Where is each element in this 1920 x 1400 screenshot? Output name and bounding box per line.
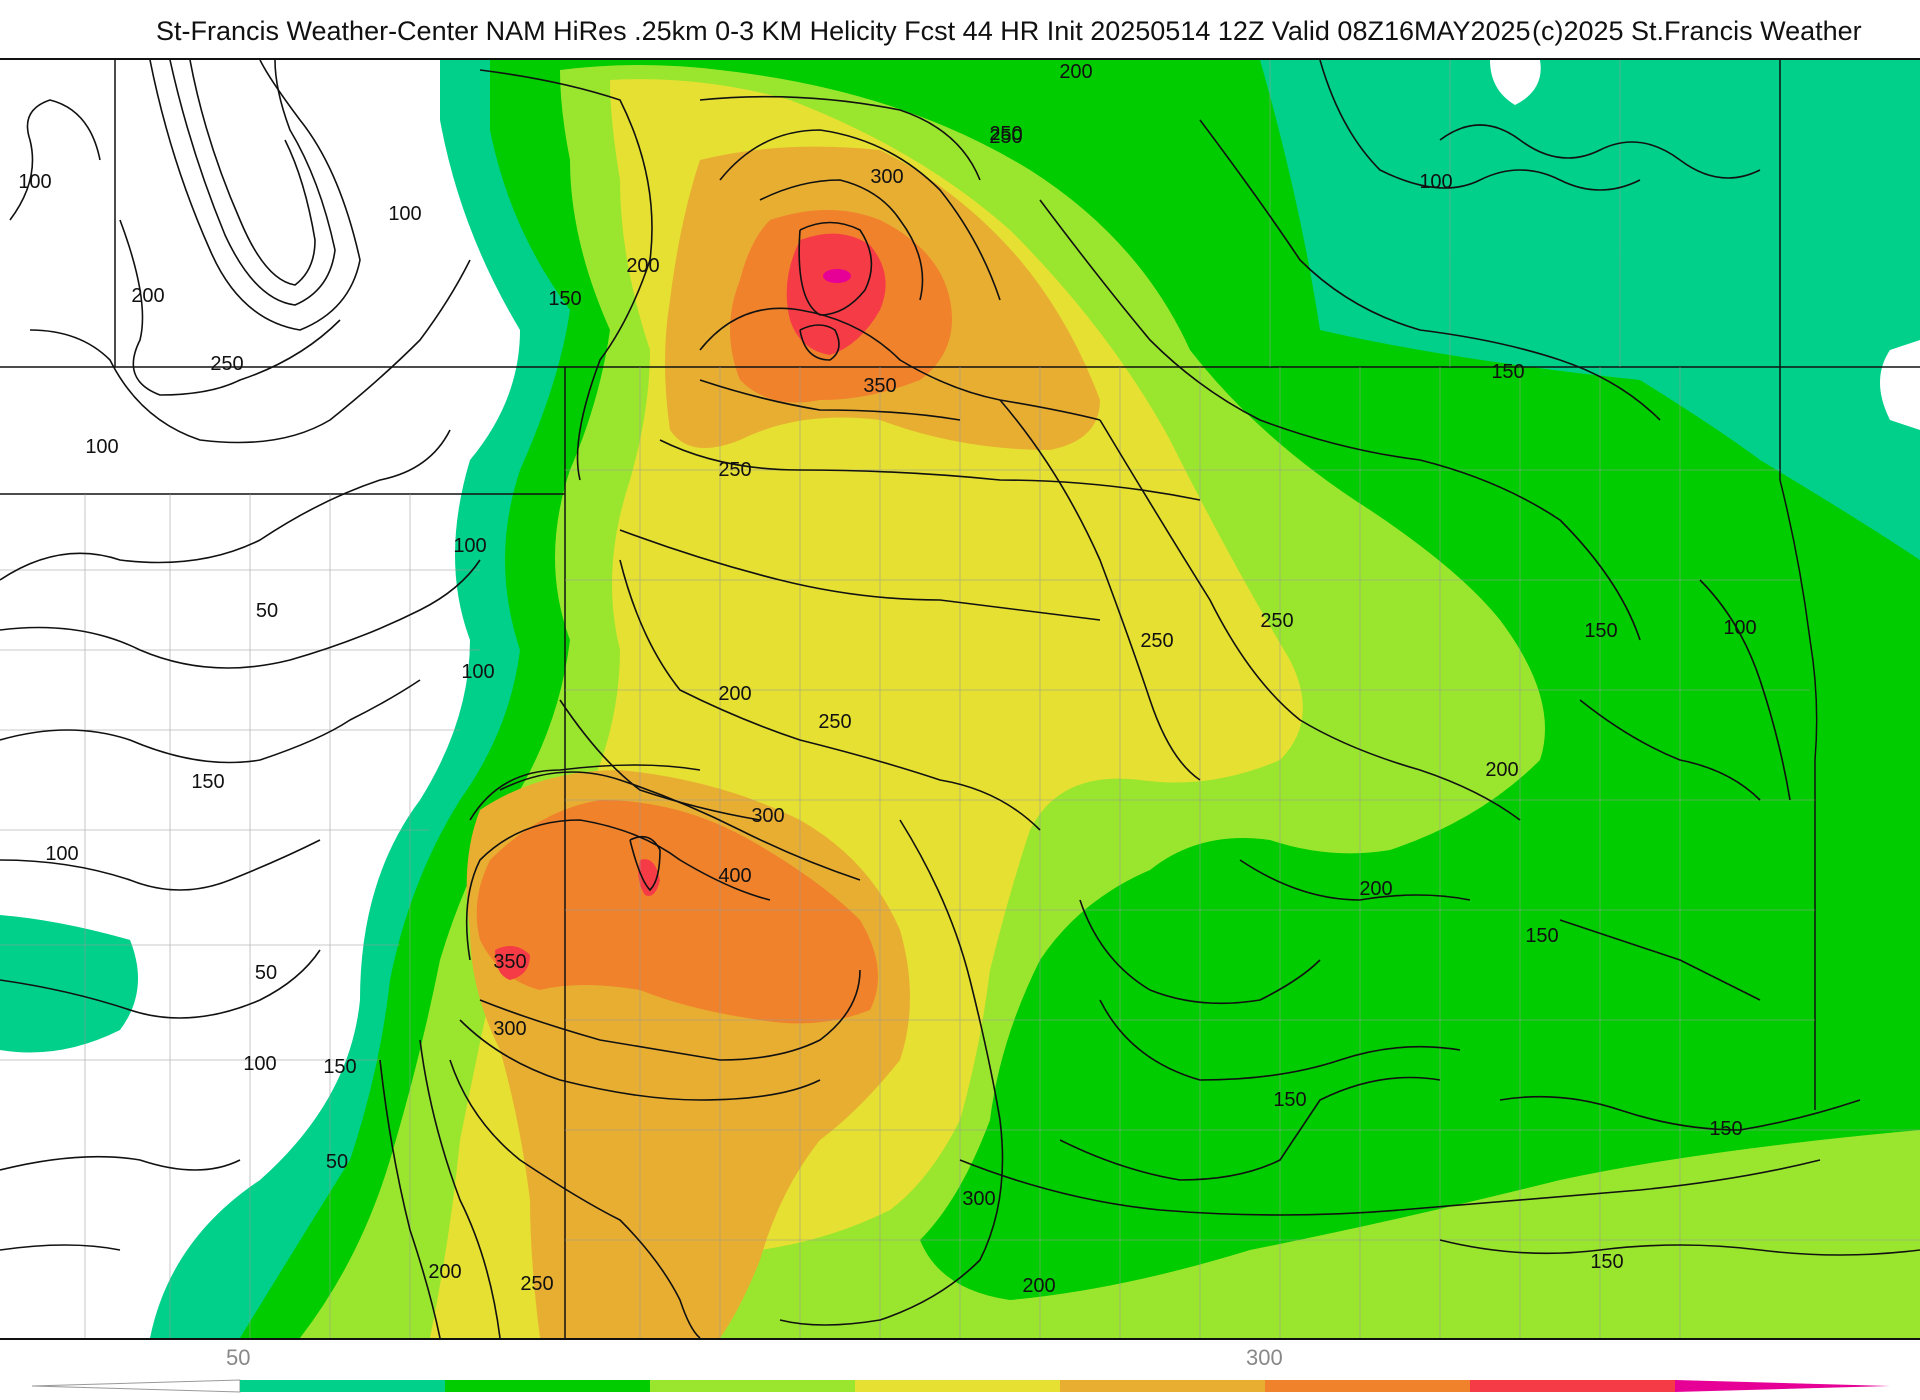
map-credit: (c)2025 St.Francis Weather xyxy=(1532,16,1862,46)
contour-label: 50 xyxy=(256,600,278,622)
contour-label: 50 xyxy=(326,1151,348,1173)
contour-label: 200 xyxy=(131,285,164,307)
contour-label: 250 xyxy=(818,711,851,733)
contour-label: 150 xyxy=(1590,1251,1623,1273)
helicity-band-below-50-east xyxy=(1490,60,1541,105)
contour-label: 100 xyxy=(461,661,494,683)
contour-label: 100 xyxy=(1419,171,1452,193)
colorbar-bin xyxy=(240,1380,445,1392)
contour-label: 100 xyxy=(45,843,78,865)
colorbar-bin xyxy=(650,1380,855,1392)
contour-label: 100 xyxy=(1723,617,1756,639)
colorbar-bin xyxy=(1470,1380,1675,1392)
colorbar-bin xyxy=(1265,1380,1470,1392)
helicity-contours xyxy=(0,60,1920,1338)
contour-label: 250 xyxy=(989,126,1022,148)
contour-label: 200 xyxy=(718,683,751,705)
colorbar-upper-extend xyxy=(1675,1380,1890,1392)
contour-label: 250 xyxy=(1140,630,1173,652)
colorbar-tick-label: 50 xyxy=(226,1345,251,1370)
contour-label: 100 xyxy=(85,436,118,458)
contour-label: 200 xyxy=(1485,759,1518,781)
helicity-band-300-350-south xyxy=(476,800,878,1024)
contour-label: 100 xyxy=(388,203,421,225)
helicity-band-50-100-west xyxy=(0,915,138,1053)
contour-label: 150 xyxy=(191,771,224,793)
contour-labels: 100 100 200 250 100 100 50 100 150 100 5… xyxy=(18,61,1756,1297)
contour-label: 200 xyxy=(1022,1275,1055,1297)
contour-label: 300 xyxy=(493,1018,526,1040)
contour-label: 300 xyxy=(962,1188,995,1210)
contour-label: 150 xyxy=(1491,361,1524,383)
contour-label: 150 xyxy=(1584,620,1617,642)
contour-label: 150 xyxy=(1273,1089,1306,1111)
contour-label: 250 xyxy=(520,1273,553,1295)
helicity-band-350-400-south2 xyxy=(638,859,660,896)
county-lines xyxy=(0,60,1920,1338)
contour-label: 400 xyxy=(718,865,751,887)
contour-label: 200 xyxy=(1359,878,1392,900)
contour-label: 100 xyxy=(453,535,486,557)
contour-label: 200 xyxy=(626,255,659,277)
contour-label: 250 xyxy=(989,123,1022,145)
contour-label: 200 xyxy=(428,1261,461,1283)
helicity-band-350-400-south xyxy=(495,946,530,980)
contour-label: 250 xyxy=(210,353,243,375)
contour-label: 350 xyxy=(493,951,526,973)
colorbar: 50 300 xyxy=(0,1340,1920,1400)
colorbar-bin xyxy=(1060,1380,1265,1392)
contour-label: 150 xyxy=(1525,925,1558,947)
helicity-map[interactable]: 100 100 200 250 100 100 50 100 150 100 5… xyxy=(0,58,1920,1340)
contour-label: 300 xyxy=(870,166,903,188)
contour-label: 150 xyxy=(1709,1118,1742,1140)
helicity-band-350-400-north xyxy=(786,233,886,355)
map-title-bar: St-Francis Weather-Center NAM HiRes .25k… xyxy=(0,8,1920,52)
helicity-shading xyxy=(0,60,1920,1338)
map-title: St-Francis Weather-Center NAM HiRes .25k… xyxy=(156,16,1531,46)
colorbar-lower-extend xyxy=(31,1379,241,1393)
helicity-band-below-50-east2 xyxy=(1880,340,1920,430)
contour-label: 300 xyxy=(751,805,784,827)
contour-label: 100 xyxy=(18,171,51,193)
helicity-band-400-450 xyxy=(823,269,851,283)
helicity-map-canvas: 100 100 200 250 100 100 50 100 150 100 5… xyxy=(0,60,1920,1338)
colorbar-graphic xyxy=(31,1379,1890,1393)
colorbar-bin xyxy=(855,1380,1060,1392)
contour-label: 150 xyxy=(548,288,581,310)
contour-label: 100 xyxy=(243,1053,276,1075)
colorbar-bin xyxy=(445,1380,650,1392)
contour-label: 250 xyxy=(1260,610,1293,632)
colorbar-tick-label: 300 xyxy=(1246,1345,1283,1370)
contour-label: 250 xyxy=(718,459,751,481)
contour-label: 150 xyxy=(323,1056,356,1078)
contour-label: 50 xyxy=(255,962,277,984)
contour-label: 350 xyxy=(863,375,896,397)
contour-label: 200 xyxy=(1059,61,1092,83)
